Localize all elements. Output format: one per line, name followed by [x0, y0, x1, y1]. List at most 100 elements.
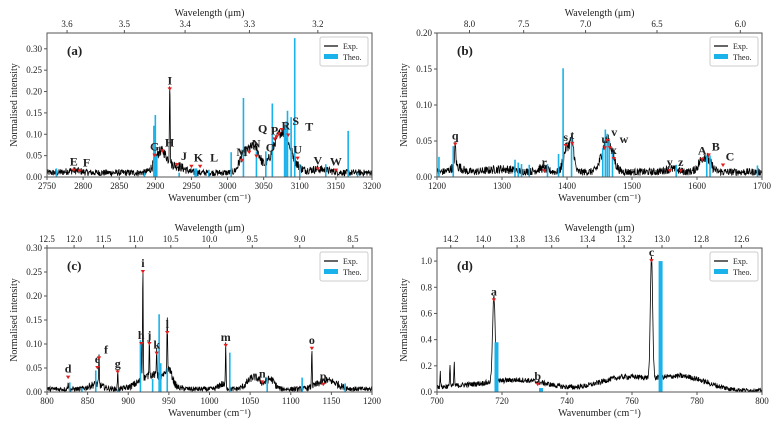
x-axis-label: Wavenumber (cm⁻¹): [168, 193, 251, 204]
panel-label: (a): [67, 43, 82, 58]
x-tick-label: 3050: [255, 181, 274, 191]
peak-label: y: [667, 155, 673, 169]
peak-marker: [174, 163, 180, 167]
theo-bar: [194, 168, 196, 177]
x-tick-label: 2900: [146, 181, 165, 191]
theo-bar: [608, 141, 611, 177]
peak-label: j: [146, 328, 151, 342]
y-tick-label: 0.4: [421, 335, 433, 345]
y-tick-label: 0.6: [421, 308, 433, 318]
y-tick-label: 0.15: [26, 315, 42, 325]
peak-label: x: [611, 143, 617, 157]
y-tick-label: 0.00: [26, 172, 42, 182]
peak-label: P: [271, 123, 278, 137]
peak-label: w: [620, 132, 629, 146]
x-tick-label: 1200: [428, 181, 447, 191]
panel-label: (c): [67, 258, 81, 273]
y-tick-label: 0.2: [421, 361, 432, 371]
plot-area: [437, 68, 762, 177]
x-tick-label: 780: [690, 396, 704, 406]
top-tick-label: 3.2: [312, 19, 323, 29]
legend-theo-label: Theo.: [343, 268, 361, 277]
top-tick-label: 3.4: [179, 19, 191, 29]
plot-area: [47, 272, 372, 392]
y-tick-label: 0.05: [416, 136, 432, 146]
y-tick-label: 0.25: [26, 267, 42, 277]
axes-frame: [436, 247, 763, 393]
top-tick-label: 10.0: [202, 234, 218, 244]
peak-marker: [607, 146, 613, 150]
peak-marker: [189, 164, 194, 169]
theo-bar: [709, 155, 711, 177]
peak-label: a: [491, 284, 497, 298]
peak-marker: [95, 366, 100, 370]
top-axis-label: Wavelength (μm): [565, 223, 635, 234]
y-tick-label: 0.15: [26, 108, 42, 118]
peak-label: Q: [258, 121, 267, 135]
panel-d: 700 720 740 760 780 800 0.0 0.2 0.4 0.6 0.8 1.0 14.2…: [399, 223, 769, 419]
theo-bar: [229, 352, 231, 392]
y-tick-label: 0.00: [26, 387, 42, 397]
theo-bar: [517, 162, 520, 177]
peak-marker: [315, 167, 321, 171]
peak-label: s: [563, 130, 568, 144]
x-tick-label: 2850: [110, 181, 129, 191]
theo-bar: [520, 164, 523, 177]
peak-marker: [667, 169, 672, 173]
x-tick-label: 720: [495, 396, 509, 406]
theo-bar: [255, 151, 258, 177]
peak-label: n: [259, 366, 266, 380]
theo-bar: [658, 261, 663, 392]
peak-label: t: [570, 128, 574, 142]
peak-label: G: [150, 140, 159, 154]
peak-label: m: [221, 330, 231, 344]
peak-marker: [254, 154, 259, 158]
top-tick-label: 12.8: [693, 234, 709, 244]
top-tick-label: 6.5: [651, 19, 663, 29]
top-tick-label: 9.0: [294, 234, 306, 244]
theo-bar: [290, 117, 292, 177]
theo-bar: [514, 159, 516, 177]
y-tick-label: 0.20: [26, 87, 42, 97]
peak-label: I: [167, 73, 172, 87]
top-tick-label: 12.0: [66, 234, 82, 244]
top-tick-label: 12.6: [733, 234, 749, 244]
theo-bar: [151, 379, 154, 392]
top-tick-label: 6.0: [735, 19, 747, 29]
theo-bar: [68, 382, 71, 392]
x-tick-label: 760: [625, 396, 639, 406]
peak-label: c: [649, 245, 655, 259]
x-tick-label: 3150: [327, 181, 346, 191]
top-tick-label: 9.5: [247, 234, 259, 244]
peak-label: r: [542, 155, 548, 169]
theo-bar: [611, 151, 614, 177]
x-tick-label: 900: [122, 396, 136, 406]
y-axis-label: Normalised intensity: [399, 63, 410, 147]
theo-bar: [562, 68, 564, 177]
theo-bar: [301, 377, 303, 392]
theo-bar: [494, 342, 499, 392]
peak-marker: [115, 370, 120, 374]
x-tick-label: 1300: [493, 181, 512, 191]
axes-frame: [46, 32, 373, 178]
panel-label: (b): [457, 43, 473, 58]
top-tick-label: 13.0: [654, 234, 670, 244]
theo-bar: [81, 388, 83, 392]
peak-marker: [71, 168, 76, 173]
theo-bar: [675, 164, 677, 177]
peak-label: u: [601, 132, 608, 146]
theo-bar: [230, 152, 232, 177]
theo-bar: [158, 314, 160, 392]
theo-bar: [94, 370, 97, 392]
peak-marker: [602, 146, 607, 150]
x-tick-label: 800: [40, 396, 54, 406]
y-tick-label: 0.10: [26, 129, 42, 139]
theo-bar: [601, 148, 604, 177]
peak-label: L: [210, 151, 218, 165]
exp-spectrum-line: [47, 272, 372, 392]
top-axis-label: Wavelength (μm): [175, 223, 245, 234]
theo-bar: [266, 377, 268, 392]
peak-marker: [309, 346, 315, 351]
x-tick-label: 3200: [363, 181, 382, 191]
